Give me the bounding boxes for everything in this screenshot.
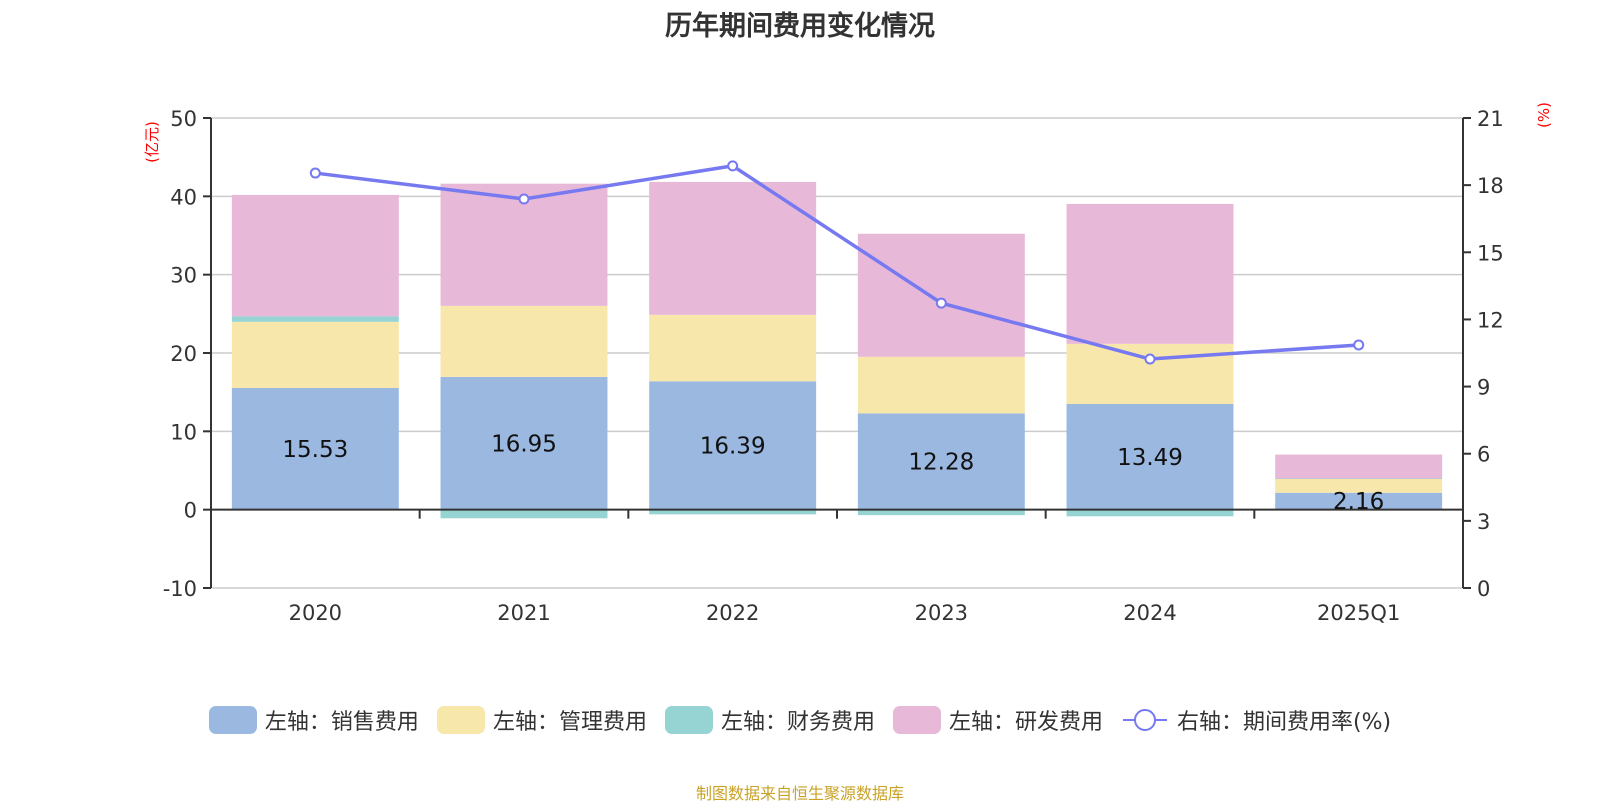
bar-segment — [1066, 343, 1234, 404]
right-axis-tick-label: 9 — [1477, 376, 1490, 400]
bar-segment — [440, 305, 608, 377]
left-axis-tick-label: -10 — [163, 577, 197, 601]
bar-segment — [231, 388, 399, 510]
bar-segment — [649, 381, 817, 510]
rate-point — [935, 297, 947, 309]
right-axis-unit: (%) — [1535, 102, 1553, 128]
legend-swatch-icon — [208, 706, 257, 734]
legend-item[interactable]: 左轴：管理费用 — [436, 704, 647, 736]
bar-segment — [649, 509, 817, 515]
legend-swatch-icon — [436, 706, 485, 734]
chart-title: 历年期间费用变化情况 — [665, 11, 935, 42]
rate-point — [1353, 339, 1365, 351]
bar-value-label: 2.16 — [1333, 489, 1384, 515]
bar-segment — [231, 316, 399, 322]
bar-segment — [1066, 203, 1234, 344]
bar-segment — [857, 413, 1025, 510]
bar-segment — [649, 314, 817, 382]
left-axis-tick-label: 50 — [170, 107, 197, 131]
bar-segment — [857, 233, 1025, 357]
axes: -10 0 10 20 30 40 50 0 3 6 9 12 15 18 21 2020 2021 2022 20… — [163, 107, 1504, 625]
left-axis-tick-label: 10 — [170, 420, 197, 444]
x-axis-tick-label: 2020 — [289, 601, 342, 625]
bar-segment — [857, 509, 1025, 516]
bar-value-label: 16.39 — [700, 433, 766, 459]
bar-segment — [1275, 478, 1443, 493]
bar-value-label: 13.49 — [1117, 445, 1183, 471]
legend-label: 左轴：管理费用 — [492, 710, 647, 735]
bar-value-label: 16.95 — [491, 431, 557, 457]
x-axis-tick-label: 2024 — [1123, 601, 1176, 625]
left-axis-tick-label: 30 — [170, 264, 197, 288]
bar-segment — [649, 181, 817, 315]
legend-label: 左轴：研发费用 — [948, 710, 1103, 735]
legend-label: 右轴：期间费用率(%) — [1176, 710, 1392, 735]
left-axis-tick-label: 40 — [170, 185, 197, 209]
rate-point — [1144, 353, 1156, 365]
x-axis-tick-label: 2021 — [497, 601, 550, 625]
bar-segment — [440, 509, 608, 519]
bar-segment — [1275, 454, 1443, 479]
legend-swatch-icon — [664, 706, 713, 734]
line-series — [309, 160, 1365, 365]
x-axis-tick-label: 2025Q1 — [1317, 601, 1400, 625]
bar-segment — [1066, 509, 1234, 517]
bar-segment — [231, 321, 399, 389]
bar-segment — [857, 356, 1025, 414]
right-axis-tick-label: 6 — [1477, 443, 1490, 467]
right-axis-tick-label: 18 — [1477, 174, 1504, 198]
legend-item[interactable]: 左轴：财务费用 — [664, 704, 875, 736]
rate-line — [315, 164, 1359, 361]
left-axis-tick-label: 0 — [184, 499, 197, 523]
bar-value-label: 12.28 — [908, 450, 974, 476]
bar-value-label: 15.53 — [282, 437, 348, 463]
legend-swatch-icon — [892, 706, 941, 734]
bar-segment — [1066, 403, 1234, 510]
legend: 左轴：销售费用 左轴：管理费用 左轴：财务费用 左轴：研发费用 右轴：期间费用率(%) — [0, 704, 1600, 736]
bar-series — [231, 181, 1443, 519]
legend-item[interactable]: 左轴：销售费用 — [208, 704, 419, 736]
right-axis-tick-label: 12 — [1477, 308, 1504, 332]
right-axis-tick-label: 0 — [1477, 577, 1490, 601]
bar-segment — [1275, 492, 1443, 510]
left-axis-tick-label: 20 — [170, 342, 197, 366]
right-axis-tick-label: 15 — [1477, 241, 1504, 265]
x-axis-tick-label: 2023 — [915, 601, 968, 625]
bar-segment — [231, 194, 399, 317]
rate-point — [727, 160, 739, 172]
legend-item[interactable]: 右轴：期间费用率(%) — [1121, 704, 1391, 736]
legend-item[interactable]: 左轴：研发费用 — [892, 704, 1103, 736]
data-labels: 15.53 16.95 16.39 12.28 13.49 2.16 — [282, 431, 1384, 515]
right-axis-tick-label: 3 — [1477, 510, 1490, 534]
legend-label: 左轴：销售费用 — [264, 710, 419, 735]
right-axis-tick-label: 21 — [1477, 107, 1504, 131]
rate-point — [518, 193, 530, 205]
legend-line-marker-icon — [1122, 709, 1167, 731]
bar-segment — [440, 376, 608, 510]
grid-lines — [211, 117, 1463, 589]
legend-label: 左轴：财务费用 — [720, 710, 875, 735]
rate-point — [309, 167, 321, 179]
bar-segment — [1275, 478, 1443, 479]
left-axis-unit: (亿元) — [143, 121, 161, 163]
source-note: 制图数据来自恒生聚源数据库 — [695, 784, 904, 803]
x-axis-tick-label: 2022 — [706, 601, 759, 625]
